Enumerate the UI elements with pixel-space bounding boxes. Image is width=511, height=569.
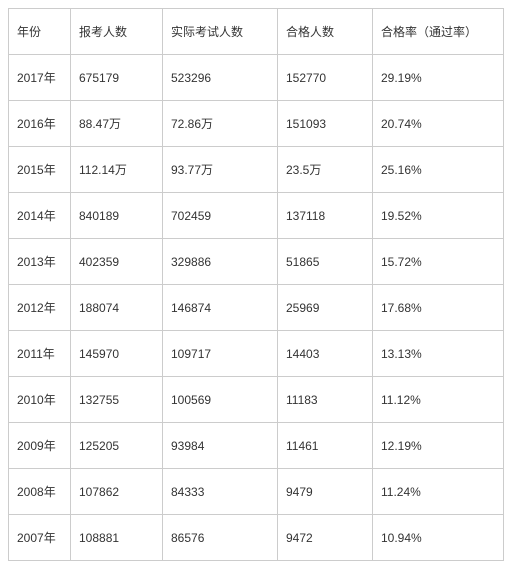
cell: 2015年 — [9, 147, 71, 193]
table-row: 2017年 675179 523296 152770 29.19% — [9, 55, 504, 101]
cell: 29.19% — [373, 55, 504, 101]
cell: 125205 — [71, 423, 163, 469]
cell: 10.94% — [373, 515, 504, 561]
cell: 17.68% — [373, 285, 504, 331]
cell: 9472 — [278, 515, 373, 561]
cell: 188074 — [71, 285, 163, 331]
table-row: 2008年 107862 84333 9479 11.24% — [9, 469, 504, 515]
cell: 2008年 — [9, 469, 71, 515]
cell: 523296 — [163, 55, 278, 101]
table-body: 2017年 675179 523296 152770 29.19% 2016年 … — [9, 55, 504, 561]
cell: 25969 — [278, 285, 373, 331]
cell: 152770 — [278, 55, 373, 101]
cell: 151093 — [278, 101, 373, 147]
cell: 108881 — [71, 515, 163, 561]
cell: 132755 — [71, 377, 163, 423]
cell: 93984 — [163, 423, 278, 469]
cell: 2007年 — [9, 515, 71, 561]
cell: 23.5万 — [278, 147, 373, 193]
cell: 15.72% — [373, 239, 504, 285]
table-row: 2014年 840189 702459 137118 19.52% — [9, 193, 504, 239]
col-header: 合格人数 — [278, 9, 373, 55]
cell: 11461 — [278, 423, 373, 469]
cell: 702459 — [163, 193, 278, 239]
cell: 107862 — [71, 469, 163, 515]
cell: 109717 — [163, 331, 278, 377]
cell: 11183 — [278, 377, 373, 423]
cell: 88.47万 — [71, 101, 163, 147]
cell: 25.16% — [373, 147, 504, 193]
cell: 840189 — [71, 193, 163, 239]
cell: 2010年 — [9, 377, 71, 423]
cell: 2011年 — [9, 331, 71, 377]
table-row: 2013年 402359 329886 51865 15.72% — [9, 239, 504, 285]
cell: 2009年 — [9, 423, 71, 469]
cell: 13.13% — [373, 331, 504, 377]
cell: 19.52% — [373, 193, 504, 239]
cell: 93.77万 — [163, 147, 278, 193]
cell: 72.86万 — [163, 101, 278, 147]
table-row: 2007年 108881 86576 9472 10.94% — [9, 515, 504, 561]
cell: 12.19% — [373, 423, 504, 469]
data-table: 年份 报考人数 实际考试人数 合格人数 合格率（通过率） 2017年 67517… — [8, 8, 504, 561]
cell: 86576 — [163, 515, 278, 561]
cell: 11.24% — [373, 469, 504, 515]
cell: 146874 — [163, 285, 278, 331]
cell: 11.12% — [373, 377, 504, 423]
col-header: 报考人数 — [71, 9, 163, 55]
cell: 2014年 — [9, 193, 71, 239]
cell: 2012年 — [9, 285, 71, 331]
table-row: 2012年 188074 146874 25969 17.68% — [9, 285, 504, 331]
cell: 20.74% — [373, 101, 504, 147]
cell: 675179 — [71, 55, 163, 101]
cell: 100569 — [163, 377, 278, 423]
table-row: 2009年 125205 93984 11461 12.19% — [9, 423, 504, 469]
col-header: 年份 — [9, 9, 71, 55]
col-header: 实际考试人数 — [163, 9, 278, 55]
table-row: 2010年 132755 100569 11183 11.12% — [9, 377, 504, 423]
cell: 2013年 — [9, 239, 71, 285]
cell: 9479 — [278, 469, 373, 515]
table-row: 2011年 145970 109717 14403 13.13% — [9, 331, 504, 377]
table-row: 2015年 112.14万 93.77万 23.5万 25.16% — [9, 147, 504, 193]
cell: 84333 — [163, 469, 278, 515]
cell: 112.14万 — [71, 147, 163, 193]
cell: 51865 — [278, 239, 373, 285]
cell: 14403 — [278, 331, 373, 377]
cell: 137118 — [278, 193, 373, 239]
table-row: 2016年 88.47万 72.86万 151093 20.74% — [9, 101, 504, 147]
cell: 145970 — [71, 331, 163, 377]
cell: 2016年 — [9, 101, 71, 147]
col-header: 合格率（通过率） — [373, 9, 504, 55]
cell: 2017年 — [9, 55, 71, 101]
cell: 329886 — [163, 239, 278, 285]
cell: 402359 — [71, 239, 163, 285]
table-header-row: 年份 报考人数 实际考试人数 合格人数 合格率（通过率） — [9, 9, 504, 55]
